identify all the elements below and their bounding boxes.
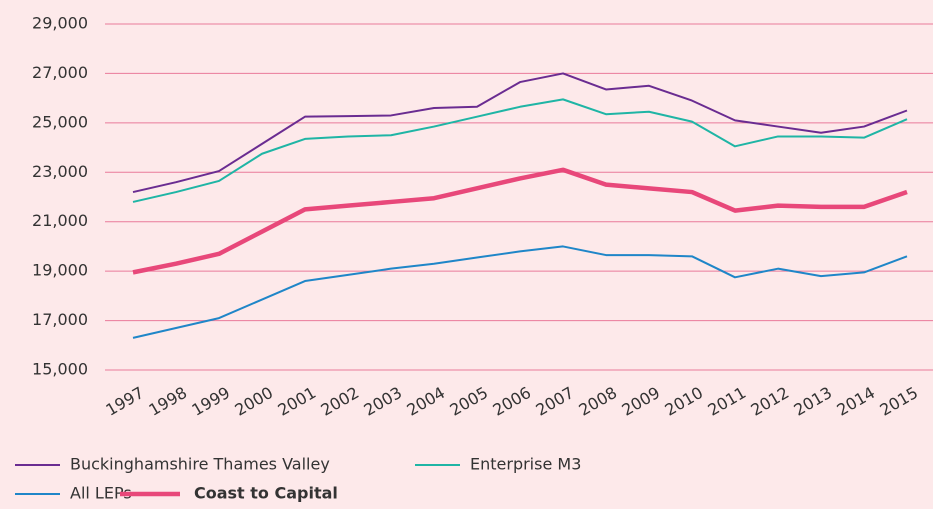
y-tick-label: 15,000 [32, 360, 88, 379]
legend-label: Enterprise M3 [470, 455, 581, 474]
y-tick-label: 23,000 [32, 162, 88, 181]
series-line [132, 167, 908, 275]
y-tick-label: 19,000 [32, 261, 88, 280]
y-tick-label: 29,000 [32, 14, 88, 33]
legend-label: Buckinghamshire Thames Valley [70, 455, 330, 474]
y-tick-label: 27,000 [32, 63, 88, 82]
series-line [132, 245, 908, 339]
y-tick-label: 21,000 [32, 211, 88, 230]
y-tick-label: 17,000 [32, 310, 88, 329]
legend-label: Coast to Capital [194, 484, 338, 503]
y-tick-label: 25,000 [32, 112, 88, 131]
legend-label: All LEPs [70, 484, 132, 503]
series-line [132, 98, 908, 203]
series-line [132, 72, 908, 194]
